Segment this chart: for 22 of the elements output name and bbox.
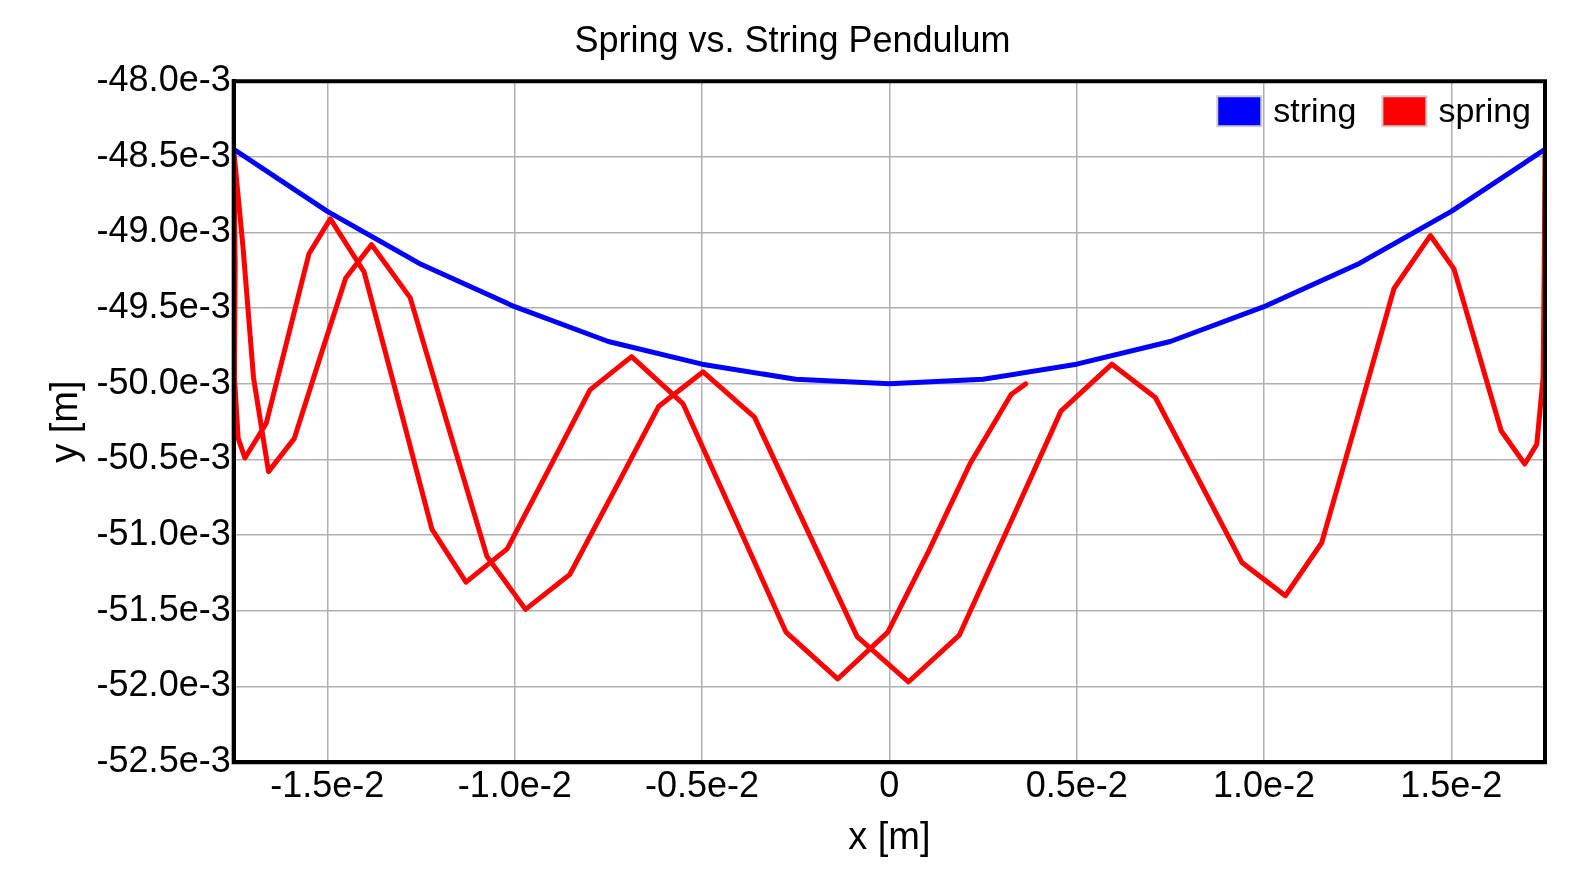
y-tick-label: -49.5e-3 bbox=[96, 285, 231, 327]
y-axis-title: y [m] bbox=[43, 380, 86, 463]
x-tick-label: 1.5e-2 bbox=[1400, 763, 1503, 805]
y-tick-label: -51.5e-3 bbox=[96, 587, 231, 629]
x-tick-label: 1.0e-2 bbox=[1212, 763, 1316, 805]
y-tick-label: -48.0e-3 bbox=[96, 58, 231, 100]
y-tick-label: -48.5e-3 bbox=[96, 133, 231, 175]
y-tick-label: -52.5e-3 bbox=[96, 739, 231, 781]
legend-label: spring bbox=[1438, 90, 1532, 129]
x-axis-title: x [m] bbox=[848, 814, 931, 857]
x-tick-label: 0.5e-2 bbox=[1025, 763, 1128, 805]
y-tick-label: -52.0e-3 bbox=[96, 663, 231, 705]
x-tick-label: -0.5e-2 bbox=[644, 763, 760, 805]
y-tick-label: -51.0e-3 bbox=[96, 512, 231, 554]
y-tick-label: -49.0e-3 bbox=[96, 209, 231, 251]
y-tick-label: -50.0e-3 bbox=[96, 360, 231, 402]
x-tick-label: 0 bbox=[879, 763, 900, 805]
x-tick-label: -1.5e-2 bbox=[270, 763, 385, 805]
legend-label: string bbox=[1273, 90, 1357, 129]
chart-title: Spring vs. String Pendulum bbox=[574, 18, 1011, 60]
y-tick-label: -50.5e-3 bbox=[96, 436, 231, 478]
x-tick-label: -1.0e-2 bbox=[457, 763, 572, 805]
